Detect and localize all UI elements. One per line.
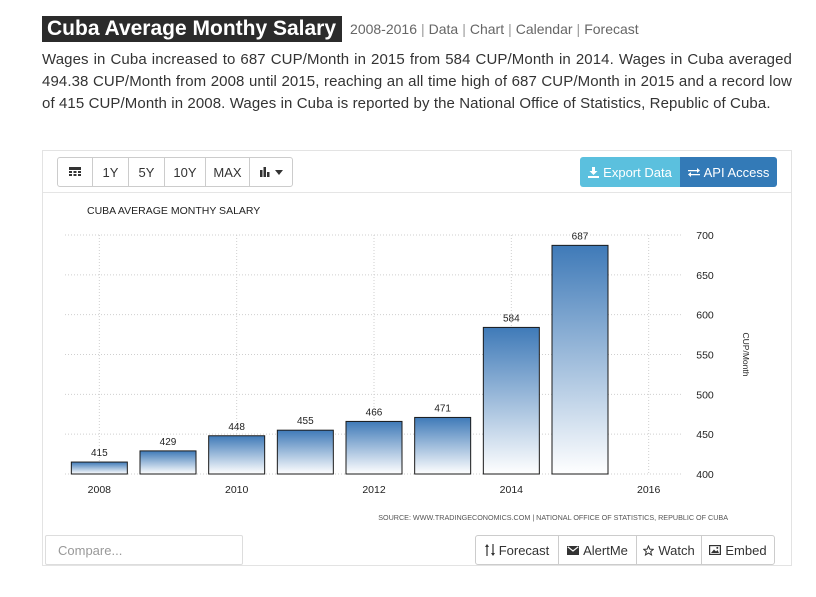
bar-value-label: 584 [503,313,520,324]
watch-button[interactable]: Watch [636,535,702,565]
x-tick-label: 2016 [637,484,661,496]
bar [139,450,197,475]
compare-input[interactable] [45,535,243,565]
chart-toolbar: 1Y 5Y 10Y MAX Expo [43,151,791,193]
range-button-group: 1Y 5Y 10Y MAX [57,157,293,187]
caret-down-icon [274,169,283,175]
y-tick-label: 650 [696,270,714,282]
link-data[interactable]: Data [428,21,459,37]
bar-value-label: 471 [434,403,451,414]
export-data-label: Export Data [603,164,672,180]
link-chart[interactable]: Chart [469,21,505,37]
embed-button[interactable]: Embed [701,535,775,565]
x-axis-ticks: 2008 2010 2012 2014 2016 [88,484,661,496]
title-links: 2008-2016 | Data | Chart | Calendar | Forecast [350,21,639,37]
title-row: Cuba Average Monthy Salary 2008-2016 | Dat… [42,16,639,42]
exchange-icon [687,167,700,178]
page-title: Cuba Average Monthy Salary [42,16,343,42]
bars: 415 429 448 455 466 471 584 687 [70,231,609,475]
download-icon [588,166,600,178]
calendar-icon [69,166,81,176]
link-forecast[interactable]: Forecast [584,21,639,37]
bar [276,429,334,475]
envelope-icon [567,545,580,555]
forecast-button[interactable]: Forecast [475,535,559,565]
bar [345,420,403,475]
x-tick-label: 2010 [225,484,249,496]
y-tick-label: 550 [696,350,714,362]
alertme-button[interactable]: AlertMe [558,535,637,565]
bar-value-label: 429 [160,437,177,448]
x-tick-label: 2012 [362,484,386,496]
watch-label: Watch [658,542,695,558]
embed-label: Embed [725,542,767,558]
chart-panel: 1Y 5Y 10Y MAX Expo [42,150,792,566]
separator: | [420,21,425,37]
api-access-label: API Access [703,164,770,180]
separator: | [576,21,581,37]
range-5y-button[interactable]: 5Y [128,157,165,187]
bar [482,326,540,475]
link-calendar[interactable]: Calendar [515,21,573,37]
description: Wages in Cuba increased to 687 CUP/Month… [42,51,792,112]
alertme-label: AlertMe [583,542,628,558]
chart-footer: Forecast AlertMe Watch [43,531,791,567]
range-10y-button[interactable]: 10Y [164,157,206,187]
separator: | [462,21,466,37]
y-tick-label: 700 [696,230,714,242]
star-icon [643,544,655,556]
bar [70,461,128,475]
bar-value-label: 415 [91,448,108,459]
chart-title: CUBA AVERAGE MONTHY SALARY [87,205,260,217]
bar-value-label: 455 [297,416,314,427]
chart-source: SOURCE: WWW.TRADINGECONOMICS.COM | NATIO… [378,513,728,522]
link-date-range[interactable]: 2008-2016 [350,21,417,37]
bar-value-label: 687 [572,231,589,242]
api-access-button[interactable]: API Access [680,157,777,187]
sort-arrows-icon [484,544,495,556]
range-1y-button[interactable]: 1Y [92,157,129,187]
calendar-button[interactable] [57,157,93,187]
bar-value-label: 448 [228,422,245,433]
x-tick-label: 2014 [500,484,524,496]
y-tick-label: 600 [696,310,714,322]
y-tick-label: 450 [696,429,714,441]
bar [208,435,266,475]
y-axis-ticks: 400 450 500 550 600 650 700 [696,230,714,481]
y-tick-label: 500 [696,389,714,401]
bar-chart-icon [259,167,269,177]
y-axis-label: CUP/Month [741,333,751,377]
x-tick-label: 2008 [88,484,112,496]
bar [414,416,472,475]
bar-chart: CUBA AVERAGE MONTHY SALARY 4154294484554… [65,205,751,522]
bar-value-label: 466 [366,407,383,418]
export-data-button[interactable]: Export Data [580,157,680,187]
footer-button-group: Forecast AlertMe Watch [475,535,775,565]
y-tick-label: 400 [696,469,714,481]
chart-type-button[interactable] [249,157,293,187]
image-icon [709,545,722,555]
bar [551,244,609,475]
range-max-button[interactable]: MAX [205,157,250,187]
separator: | [508,21,512,37]
forecast-label: Forecast [498,542,550,558]
